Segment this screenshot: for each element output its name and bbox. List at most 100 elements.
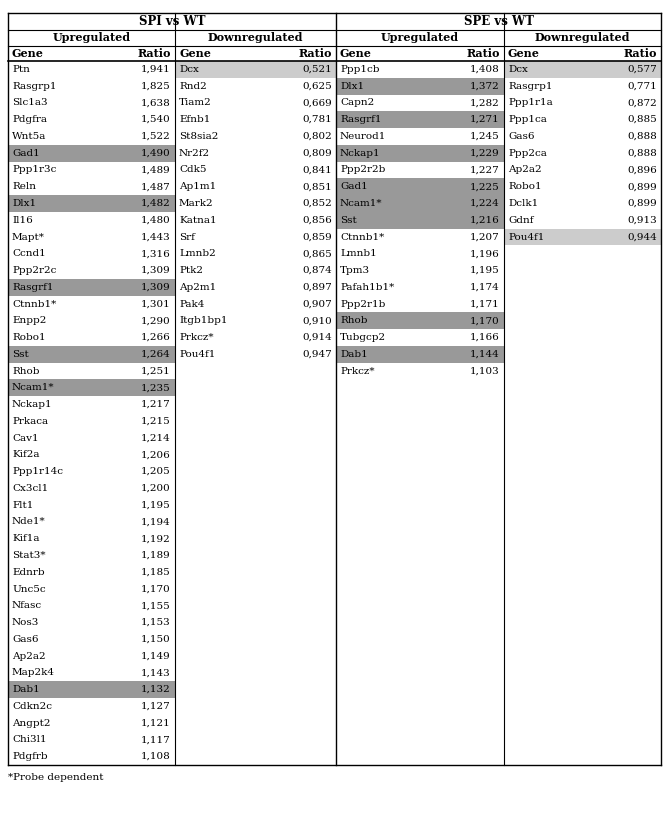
Text: 1,144: 1,144 — [470, 349, 500, 359]
Text: 0,914: 0,914 — [302, 333, 332, 342]
Text: Pou4f1: Pou4f1 — [179, 349, 215, 359]
Text: Gas6: Gas6 — [508, 132, 535, 141]
Text: Prkaca: Prkaca — [12, 417, 48, 426]
Text: 1,482: 1,482 — [141, 199, 171, 208]
Text: 1,490: 1,490 — [141, 149, 171, 158]
Text: Gad1: Gad1 — [340, 183, 368, 191]
Bar — [336, 144, 504, 162]
Text: Itgb1bp1: Itgb1bp1 — [179, 316, 227, 325]
Text: Gas6: Gas6 — [12, 635, 39, 644]
Text: 1,174: 1,174 — [470, 283, 500, 292]
Text: Sst: Sst — [340, 216, 357, 225]
Text: Nos3: Nos3 — [12, 618, 39, 627]
Bar — [336, 346, 504, 363]
Text: 0,669: 0,669 — [302, 99, 332, 107]
Text: 1,149: 1,149 — [141, 652, 171, 661]
Text: 1,227: 1,227 — [470, 165, 500, 174]
Text: Pdgfra: Pdgfra — [12, 115, 47, 124]
Text: Ap1m1: Ap1m1 — [179, 183, 216, 191]
Text: Ppp2ca: Ppp2ca — [508, 149, 547, 158]
Text: Flt1: Flt1 — [12, 500, 33, 510]
Text: Nckap1: Nckap1 — [12, 400, 53, 409]
Text: Rasgrf1: Rasgrf1 — [340, 115, 381, 124]
Text: Robo1: Robo1 — [12, 333, 45, 342]
Bar — [336, 195, 504, 212]
Text: Gene: Gene — [508, 48, 540, 59]
Bar — [336, 78, 504, 95]
Text: 1,215: 1,215 — [141, 417, 171, 426]
Text: 0,851: 0,851 — [302, 183, 332, 191]
Text: 1,216: 1,216 — [470, 216, 500, 225]
Text: Angpt2: Angpt2 — [12, 719, 50, 728]
Text: 1,372: 1,372 — [470, 81, 500, 90]
Text: Efnb1: Efnb1 — [179, 115, 210, 124]
Text: 1,825: 1,825 — [141, 81, 171, 90]
Text: 0,872: 0,872 — [628, 99, 657, 107]
Text: Rnd2: Rnd2 — [179, 81, 207, 90]
Text: Dab1: Dab1 — [12, 685, 39, 694]
Text: Ratio: Ratio — [138, 48, 171, 59]
Bar — [336, 212, 504, 228]
Text: 1,195: 1,195 — [470, 266, 500, 275]
Text: Il16: Il16 — [12, 216, 33, 225]
Text: 1,196: 1,196 — [470, 249, 500, 258]
Text: Sst: Sst — [12, 349, 29, 359]
Text: Ccnd1: Ccnd1 — [12, 249, 45, 258]
Text: 1,271: 1,271 — [470, 115, 500, 124]
Text: SPI vs WT: SPI vs WT — [138, 15, 205, 28]
Text: 0,899: 0,899 — [628, 183, 657, 191]
Text: 1,194: 1,194 — [141, 517, 171, 526]
Text: Dcx: Dcx — [179, 65, 199, 74]
Text: Ppp1r3c: Ppp1r3c — [12, 165, 56, 174]
Text: Reln: Reln — [12, 183, 36, 191]
Text: Upregulated: Upregulated — [52, 32, 130, 43]
Text: Ppp1ca: Ppp1ca — [508, 115, 547, 124]
Text: Ctnnb1*: Ctnnb1* — [12, 300, 56, 309]
Text: 1,170: 1,170 — [141, 584, 171, 593]
Text: 1,264: 1,264 — [141, 349, 171, 359]
Text: 1,155: 1,155 — [141, 601, 171, 610]
Text: 1,108: 1,108 — [141, 752, 171, 761]
Text: Prkcz*: Prkcz* — [340, 367, 375, 376]
Text: 1,941: 1,941 — [141, 65, 171, 74]
Text: 0,899: 0,899 — [628, 199, 657, 208]
Text: 1,170: 1,170 — [470, 316, 500, 325]
Text: Dcx: Dcx — [508, 65, 528, 74]
Bar — [175, 61, 336, 78]
Text: Nckap1: Nckap1 — [340, 149, 381, 158]
Text: Ptn: Ptn — [12, 65, 30, 74]
Text: Lmnb1: Lmnb1 — [340, 249, 377, 258]
Text: 1,166: 1,166 — [470, 333, 500, 342]
Text: 1,443: 1,443 — [141, 232, 171, 242]
Text: Cx3cl1: Cx3cl1 — [12, 484, 48, 493]
Text: Capn2: Capn2 — [340, 99, 374, 107]
Text: St8sia2: St8sia2 — [179, 132, 218, 141]
Text: 1,487: 1,487 — [141, 183, 171, 191]
Text: 1,480: 1,480 — [141, 216, 171, 225]
Text: 1,103: 1,103 — [470, 367, 500, 376]
Bar — [504, 228, 661, 246]
Text: Gad1: Gad1 — [12, 149, 39, 158]
Text: Stat3*: Stat3* — [12, 551, 45, 560]
Text: Rasgrp1: Rasgrp1 — [508, 81, 553, 90]
Text: 1,205: 1,205 — [141, 467, 171, 476]
Text: Upregulated: Upregulated — [381, 32, 459, 43]
Text: Dlx1: Dlx1 — [12, 199, 36, 208]
Bar — [8, 681, 175, 698]
Text: Kif1a: Kif1a — [12, 535, 39, 543]
Text: Rhob: Rhob — [12, 367, 39, 376]
Text: 1,309: 1,309 — [141, 283, 171, 292]
Text: 1,408: 1,408 — [470, 65, 500, 74]
Text: Gdnf: Gdnf — [508, 216, 533, 225]
Text: 1,189: 1,189 — [141, 551, 171, 560]
Text: 0,888: 0,888 — [628, 132, 657, 141]
Text: 0,907: 0,907 — [302, 300, 332, 309]
Text: Ptk2: Ptk2 — [179, 266, 203, 275]
Bar — [8, 279, 175, 295]
Text: Rasgrf1: Rasgrf1 — [12, 283, 54, 292]
Text: 1,206: 1,206 — [141, 451, 171, 459]
Text: 1,224: 1,224 — [470, 199, 500, 208]
Text: 0,841: 0,841 — [302, 165, 332, 174]
Text: Lmnb2: Lmnb2 — [179, 249, 215, 258]
Text: Pou4f1: Pou4f1 — [508, 232, 545, 242]
